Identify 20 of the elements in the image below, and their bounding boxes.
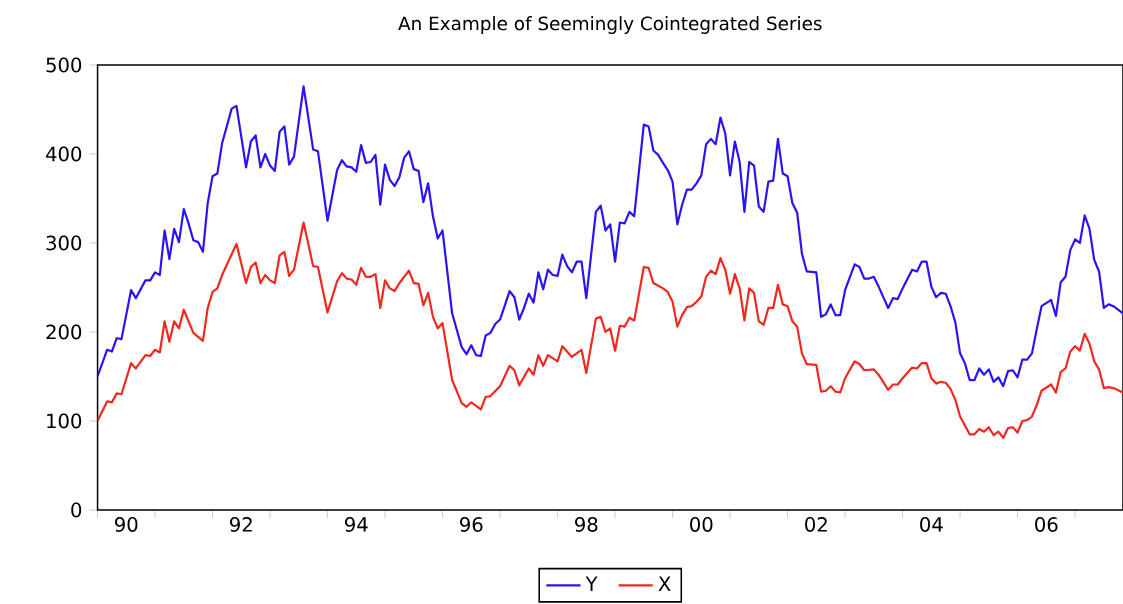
x-tick-label: 06: [1035, 517, 1058, 532]
y-tick-label: 400: [46, 146, 82, 162]
legend-label: Y: [585, 576, 598, 591]
legend-label: X: [658, 576, 671, 591]
x-tick-label: 90: [115, 517, 138, 532]
y-tick-label: 500: [46, 57, 82, 73]
x-tick-label: 04: [920, 517, 943, 532]
y-tick-label: 300: [46, 235, 82, 251]
x-tick-label: 02: [805, 517, 827, 532]
x-tick-label: 96: [460, 517, 483, 532]
chart-title: An Example of Seemingly Cointegrated Series: [398, 16, 822, 34]
x-tick-label: 98: [575, 517, 598, 532]
x-tick-label: 92: [230, 517, 252, 532]
x-tick-label: 94: [345, 517, 368, 532]
line-series: [97, 221, 1123, 439]
y-tick-label: 100: [47, 413, 82, 429]
y-tick-label: 0: [71, 502, 82, 518]
line-series: [97, 85, 1123, 388]
x-tick-label: 00: [690, 517, 713, 532]
y-tick-label: 200: [46, 324, 82, 340]
